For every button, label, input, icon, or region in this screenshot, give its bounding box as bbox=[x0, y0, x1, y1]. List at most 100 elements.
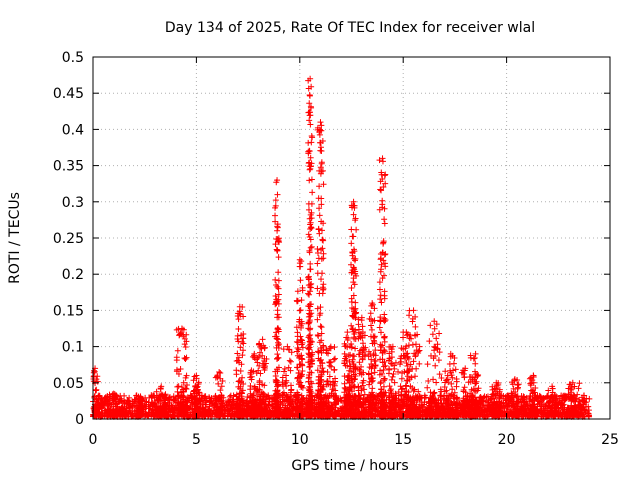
data-point bbox=[257, 370, 264, 377]
data-point bbox=[349, 352, 356, 359]
data-point bbox=[157, 392, 164, 399]
data-point bbox=[558, 400, 565, 407]
data-point bbox=[281, 368, 288, 375]
data-point bbox=[272, 241, 279, 248]
data-point bbox=[173, 354, 180, 361]
data-point bbox=[381, 292, 388, 299]
data-point bbox=[377, 341, 384, 348]
data-point bbox=[323, 400, 330, 407]
data-point bbox=[379, 176, 386, 183]
data-point bbox=[326, 373, 333, 380]
data-point bbox=[114, 409, 121, 416]
data-point bbox=[279, 374, 286, 381]
data-point bbox=[335, 407, 342, 414]
data-point bbox=[306, 369, 313, 376]
data-point bbox=[348, 240, 355, 247]
data-point bbox=[403, 382, 410, 389]
data-point bbox=[183, 331, 190, 338]
data-point bbox=[330, 392, 337, 399]
data-point bbox=[289, 403, 296, 410]
data-point bbox=[404, 362, 411, 369]
data-point bbox=[147, 402, 154, 409]
data-point bbox=[206, 394, 213, 401]
data-point bbox=[395, 368, 402, 375]
data-point bbox=[398, 386, 405, 393]
data-point bbox=[371, 305, 378, 312]
data-point bbox=[193, 375, 200, 382]
data-point bbox=[453, 383, 460, 390]
data-point bbox=[306, 147, 313, 154]
data-point bbox=[308, 243, 315, 250]
data-point bbox=[235, 354, 242, 361]
data-point bbox=[131, 408, 138, 415]
data-point bbox=[140, 410, 147, 417]
data-point bbox=[217, 369, 224, 376]
data-point bbox=[283, 372, 290, 379]
data-point bbox=[213, 412, 220, 419]
data-point bbox=[274, 411, 281, 418]
data-point bbox=[286, 357, 293, 364]
data-point bbox=[382, 180, 389, 187]
data-point bbox=[372, 347, 379, 354]
data-point bbox=[234, 408, 241, 415]
data-point bbox=[405, 342, 412, 349]
data-point bbox=[381, 172, 388, 179]
data-point bbox=[365, 406, 372, 413]
data-point bbox=[236, 310, 243, 317]
data-point bbox=[314, 270, 321, 277]
data-point bbox=[402, 391, 409, 398]
data-point bbox=[183, 399, 190, 406]
data-point bbox=[294, 288, 301, 295]
data-point bbox=[268, 394, 275, 401]
data-point bbox=[318, 379, 325, 386]
data-point bbox=[317, 310, 324, 317]
data-point bbox=[378, 261, 385, 268]
data-point bbox=[357, 367, 364, 374]
data-point bbox=[108, 401, 115, 408]
data-point bbox=[370, 396, 377, 403]
data-point bbox=[182, 355, 189, 362]
data-point bbox=[318, 201, 325, 208]
data-point bbox=[94, 373, 101, 380]
data-point bbox=[332, 387, 339, 394]
data-point bbox=[183, 385, 190, 392]
data-point bbox=[236, 303, 243, 310]
data-point bbox=[306, 100, 313, 107]
data-point bbox=[145, 413, 152, 420]
data-point bbox=[376, 324, 383, 331]
data-point bbox=[259, 336, 266, 343]
data-point bbox=[234, 350, 241, 357]
data-point bbox=[349, 325, 356, 332]
data-point bbox=[275, 341, 282, 348]
data-point bbox=[261, 360, 268, 367]
data-point bbox=[390, 371, 397, 378]
data-point bbox=[238, 332, 245, 339]
data-point bbox=[234, 357, 241, 364]
data-point bbox=[355, 321, 362, 328]
data-point bbox=[248, 373, 255, 380]
data-point bbox=[177, 329, 184, 336]
data-point bbox=[306, 307, 313, 314]
data-point bbox=[272, 218, 279, 225]
data-point bbox=[349, 305, 356, 312]
data-point bbox=[296, 378, 303, 385]
data-point bbox=[369, 412, 376, 419]
data-point bbox=[318, 218, 325, 225]
data-point bbox=[180, 389, 187, 396]
data-point bbox=[305, 334, 312, 341]
data-point bbox=[251, 407, 258, 414]
data-point bbox=[308, 132, 315, 139]
data-point bbox=[381, 220, 388, 227]
data-point bbox=[175, 393, 182, 400]
data-point bbox=[318, 337, 325, 344]
data-point bbox=[391, 362, 398, 369]
data-point bbox=[362, 396, 369, 403]
data-point bbox=[177, 365, 184, 372]
data-point bbox=[296, 260, 303, 267]
data-point bbox=[257, 344, 264, 351]
data-point bbox=[255, 353, 262, 360]
data-point bbox=[315, 355, 322, 362]
data-point bbox=[352, 305, 359, 312]
data-point bbox=[367, 310, 374, 317]
data-point bbox=[319, 401, 326, 408]
